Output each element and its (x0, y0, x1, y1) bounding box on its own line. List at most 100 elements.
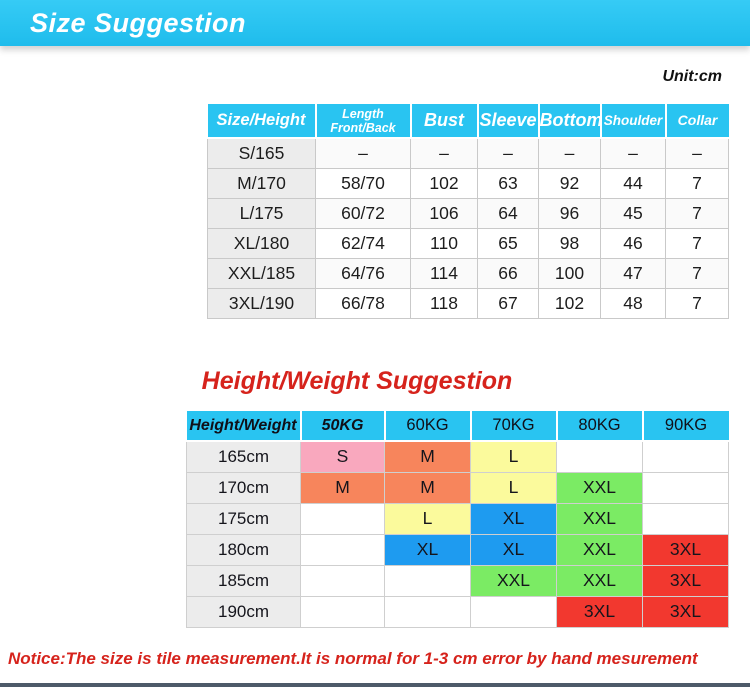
weight-suggestion-title: Height/Weight Suggestion (201, 367, 513, 395)
weight-col-header: 90KG (641, 409, 729, 442)
size-cell: – (665, 137, 729, 169)
size-cell: 7 (665, 167, 729, 199)
size-cell: 106 (410, 197, 478, 229)
size-cell: 100 (538, 257, 601, 289)
weight-cell-empty (300, 564, 385, 597)
size-cell: 102 (538, 287, 601, 319)
weight-row-header: 190cm (186, 595, 301, 628)
weight-cell-empty (642, 440, 729, 473)
size-cell: 7 (665, 197, 729, 229)
weight-cell-empty (300, 502, 385, 535)
size-cell: 7 (665, 227, 729, 259)
size-cell: 67 (477, 287, 539, 319)
size-table-row: 3XL/190 66/78 118 67 102 48 7 (207, 287, 729, 319)
weight-cell-orange: M (384, 471, 471, 504)
size-table-row: M/170 58/70 102 63 92 44 7 (207, 167, 729, 199)
size-cell: 45 (600, 197, 666, 229)
weight-cell-empty (384, 564, 471, 597)
size-cell: 58/70 (315, 167, 411, 199)
weight-table-row: 170cm M M L XXL (186, 471, 729, 504)
weight-table-row: 175cm L XL XXL (186, 502, 729, 535)
size-cell: 66 (477, 257, 539, 289)
weight-cell-empty (384, 595, 471, 628)
size-cell: 64/76 (315, 257, 411, 289)
bottom-bar (0, 683, 750, 687)
weight-cell-yellow: L (470, 440, 557, 473)
weight-table-row: 185cm XXL XXL 3XL (186, 564, 729, 597)
weight-cell-empty (642, 471, 729, 504)
weight-table-header-row: Height/Weight 50KG 60KG 70KG 80KG 90KG (186, 409, 729, 442)
size-cell: 66/78 (315, 287, 411, 319)
size-cell: 63 (477, 167, 539, 199)
weight-cell-green: XXL (556, 471, 643, 504)
weight-cell-empty (300, 533, 385, 566)
weight-row-header: 175cm (186, 502, 301, 535)
weight-cell-empty (470, 595, 557, 628)
weight-cell-green: XXL (556, 564, 643, 597)
weight-cell-empty (556, 440, 643, 473)
weight-cell-red: 3XL (642, 595, 729, 628)
size-cell: 96 (538, 197, 601, 229)
size-cell: 110 (410, 227, 478, 259)
size-cell: 7 (665, 257, 729, 289)
size-row-header: M/170 (207, 167, 316, 199)
size-cell: 114 (410, 257, 478, 289)
size-cell: 60/72 (315, 197, 411, 229)
size-cell: 48 (600, 287, 666, 319)
size-col-header: Shoulder (599, 102, 667, 139)
size-cell: 98 (538, 227, 601, 259)
size-col-header: Sleeve (476, 102, 540, 139)
page-title: Size Suggestion (30, 8, 247, 38)
size-col-header: Length Front/Back (314, 102, 412, 139)
unit-label: Unit:cm (662, 68, 722, 85)
size-col-header: Size/Height (207, 102, 317, 139)
size-row-header: XL/180 (207, 227, 316, 259)
weight-col-header: 50KG (299, 409, 386, 442)
size-row-header: L/175 (207, 197, 316, 229)
size-cell: 64 (477, 197, 539, 229)
size-table-row: XL/180 62/74 110 65 98 46 7 (207, 227, 729, 259)
size-table-header-row: Size/Height Length Front/Back Bust Sleeve Bo… (207, 102, 729, 139)
weight-cell-empty (300, 595, 385, 628)
size-cell: 118 (410, 287, 478, 319)
banner: Size Suggestion (0, 0, 750, 46)
weight-row-header: 180cm (186, 533, 301, 566)
size-col-header: Bottom (537, 102, 602, 139)
size-row-header: S/165 (207, 137, 316, 169)
weight-cell-blue: XL (470, 533, 557, 566)
size-row-header: 3XL/190 (207, 287, 316, 319)
weight-cell-empty (642, 502, 729, 535)
weight-table-row: 165cm S M L (186, 440, 729, 473)
weight-col-header: 80KG (555, 409, 644, 442)
size-cell: 92 (538, 167, 601, 199)
weight-col-header: 70KG (469, 409, 558, 442)
size-cell: – (410, 137, 478, 169)
weight-cell-blue: XL (470, 502, 557, 535)
weight-table: Height/Weight 50KG 60KG 70KG 80KG 90KG 165cm… (186, 409, 729, 628)
size-col-header: Bust (409, 102, 479, 139)
weight-cell-yellow: L (470, 471, 557, 504)
weight-row-header: 170cm (186, 471, 301, 504)
notice-text: Notice:The size is tile measurement.It i… (8, 649, 698, 668)
weight-cell-orange: M (300, 471, 385, 504)
size-col-header: Collar (664, 102, 729, 139)
size-table-row: L/175 60/72 106 64 96 45 7 (207, 197, 729, 229)
weight-cell-green: XXL (556, 502, 643, 535)
size-table-row: XXL/185 64/76 114 66 100 47 7 (207, 257, 729, 289)
weight-cell-yellow: L (384, 502, 471, 535)
size-cell: 102 (410, 167, 478, 199)
size-table: Size/Height Length Front/Back Bust Sleeve Bo… (207, 102, 729, 319)
size-cell: 62/74 (315, 227, 411, 259)
weight-cell-red: 3XL (642, 533, 729, 566)
weight-corner-header: Height/Weight (186, 409, 302, 442)
size-cell: 65 (477, 227, 539, 259)
weight-row-header: 185cm (186, 564, 301, 597)
size-cell: 44 (600, 167, 666, 199)
weight-row-header: 165cm (186, 440, 301, 473)
weight-table-row: 190cm 3XL 3XL (186, 595, 729, 628)
weight-cell-green: XXL (470, 564, 557, 597)
weight-cell-red: 3XL (556, 595, 643, 628)
size-table-row: S/165– – – – – – (207, 137, 729, 169)
weight-cell-pink: S (300, 440, 385, 473)
